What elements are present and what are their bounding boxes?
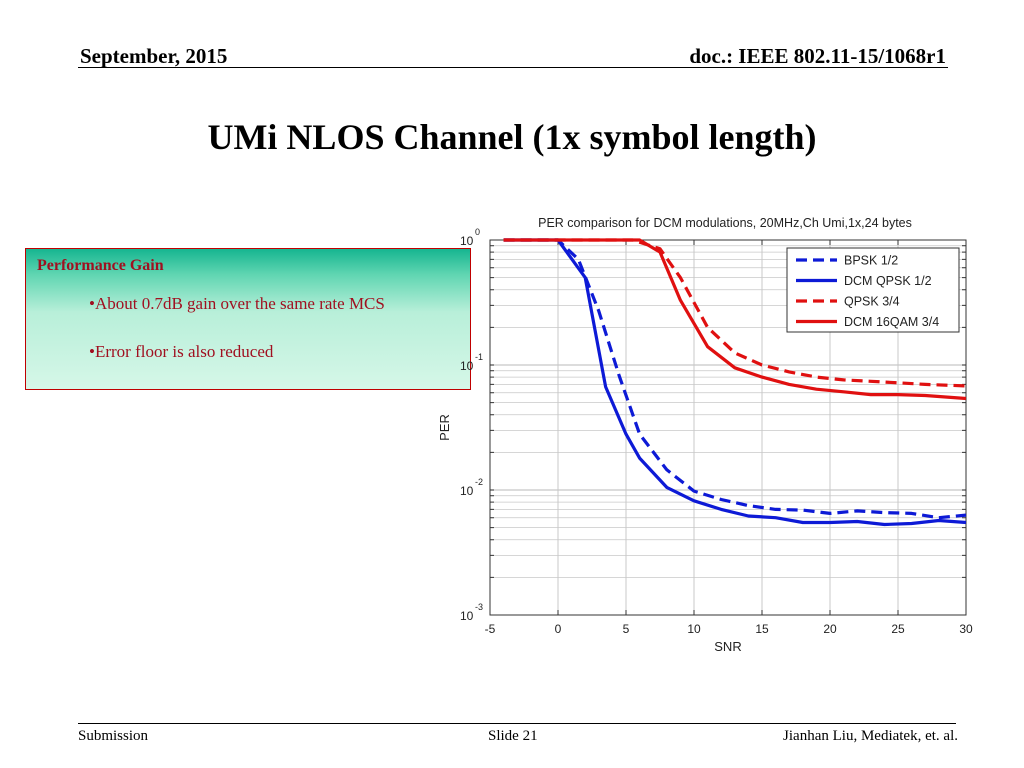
legend-label: BPSK 1/2 xyxy=(844,254,898,268)
series-line-bpsk-1-2 xyxy=(503,238,967,520)
x-tick-label: 10 xyxy=(687,622,701,636)
series-line-dcm-16qam-3-4 xyxy=(503,238,967,401)
legend-label: QPSK 3/4 xyxy=(844,295,900,309)
x-tick-label: 20 xyxy=(823,622,837,636)
y-tick-label: 10 xyxy=(460,609,474,623)
x-axis-label: SNR xyxy=(714,639,741,654)
series-line-qpsk-3-4 xyxy=(503,238,967,388)
series-line-dcm-qpsk-1-2 xyxy=(503,238,967,527)
y-tick-label-exponent: -1 xyxy=(475,352,483,362)
footer-rule xyxy=(78,723,956,724)
legend-box xyxy=(786,247,960,333)
legend-label: DCM QPSK 1/2 xyxy=(844,274,932,288)
y-tick-label-exponent: -3 xyxy=(475,602,483,612)
x-tick-label: 0 xyxy=(555,622,562,636)
y-tick-label: 10 xyxy=(460,359,474,373)
y-tick-label: 10 xyxy=(460,234,474,248)
header-doc-id: doc.: IEEE 802.11-15/1068r1 xyxy=(689,44,946,68)
slide-title: UMi NLOS Channel (1x symbol length) xyxy=(207,117,817,157)
header-rule xyxy=(78,67,948,68)
x-tick-label: 5 xyxy=(623,622,630,636)
y-tick-label-exponent: -2 xyxy=(475,477,483,487)
legend-label: DCM 16QAM 3/4 xyxy=(844,315,939,329)
y-axis-label: PER xyxy=(437,414,452,441)
y-tick-label-exponent: 0 xyxy=(475,227,480,237)
performance-gain-title: Performance Gain xyxy=(37,257,164,274)
footer-slide-number: Slide 21 xyxy=(488,728,538,744)
gain-bullet-1: •About 0.7dB gain over the same rate MCS xyxy=(89,294,385,313)
x-tick-label: -5 xyxy=(485,622,496,636)
x-tick-label: 30 xyxy=(959,622,973,636)
chart-title: PER comparison for DCM modulations, 20MH… xyxy=(538,216,912,230)
x-tick-label: 15 xyxy=(755,622,769,636)
gain-bullet-2: •Error floor is also reduced xyxy=(89,342,274,361)
performance-gain-box: Performance Gain •About 0.7dB gain over … xyxy=(25,248,471,390)
y-tick-label: 10 xyxy=(460,484,474,498)
legend: BPSK 1/2 DCM QPSK 1/2 QPSK 3/4 DCM 16QAM 3/… xyxy=(786,247,960,333)
plot-frame xyxy=(489,239,967,616)
x-tick-label: 25 xyxy=(891,622,905,636)
footer-authors: Jianhan Liu, Mediatek, et. al. xyxy=(783,728,958,744)
header-date: September, 2015 xyxy=(80,44,228,68)
footer-submission: Submission xyxy=(78,728,149,744)
